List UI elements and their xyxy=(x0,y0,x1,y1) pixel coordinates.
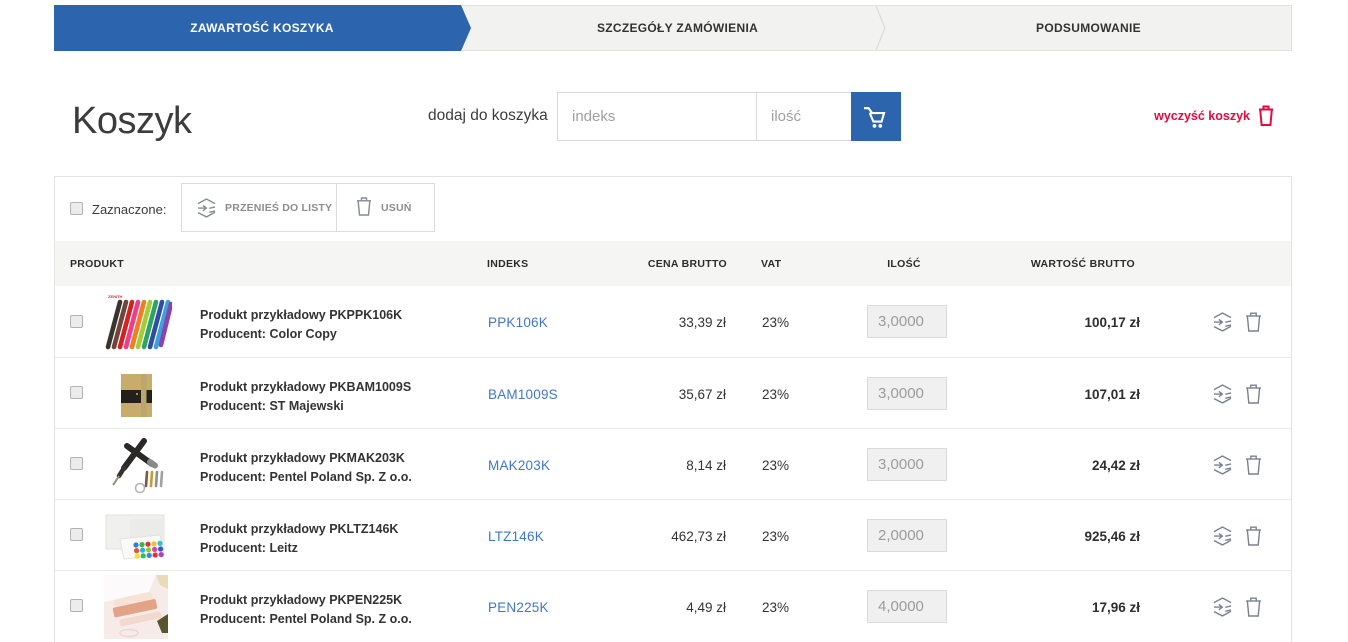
svg-text:ZENITH: ZENITH xyxy=(108,294,123,299)
